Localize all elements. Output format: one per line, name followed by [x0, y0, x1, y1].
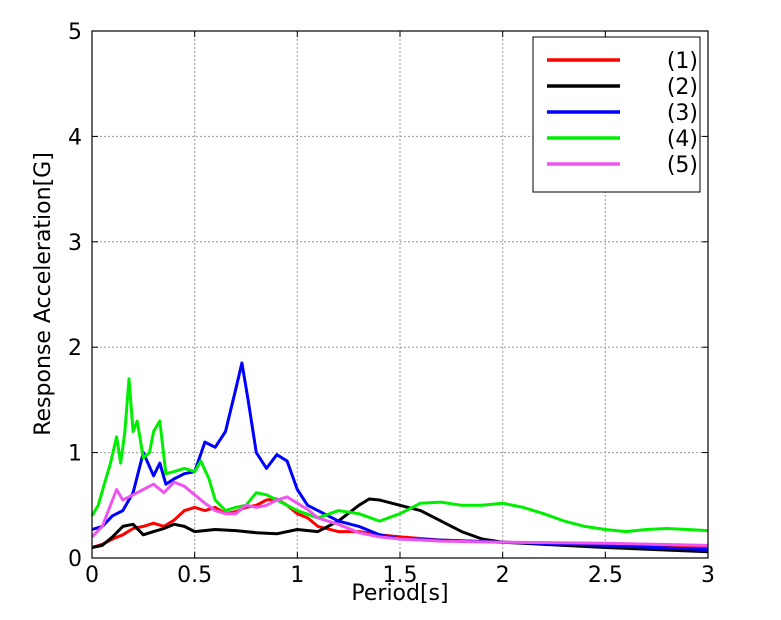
y-tick-label: 3 [68, 231, 82, 256]
series-line-4 [90, 377, 709, 534]
series-line-3 [91, 361, 709, 552]
x-tick-label: 0.5 [177, 563, 212, 588]
x-tick-label: 2 [496, 563, 510, 588]
y-tick-labels: 0 1 2 3 4 5 [68, 20, 82, 572]
x-tick-label: 3 [701, 563, 715, 588]
legend-label-1: (1) [667, 49, 698, 74]
x-tick-label: 1 [290, 563, 304, 588]
y-tick-label: 5 [68, 20, 82, 45]
y-tick-label: 0 [68, 547, 82, 572]
axis-ticks [91, 30, 709, 559]
y-axis-title: Response Acceleration[G] [31, 152, 56, 436]
x-tick-labels: 0 0.5 1 1.5 2 2.5 3 [85, 563, 715, 588]
legend-label-2: (2) [667, 75, 698, 100]
y-tick-label: 1 [68, 442, 82, 467]
legend-box [532, 36, 701, 193]
series-line-2 [91, 497, 709, 554]
legend-label-3: (3) [667, 101, 698, 126]
x-tick-label: 1.5 [383, 563, 418, 588]
x-axis-title: Period[s] [351, 581, 448, 606]
series-line-5 [90, 480, 709, 547]
y-tick-label: 4 [68, 125, 82, 150]
x-tick-label: 0 [85, 563, 99, 588]
y-tick-label: 2 [68, 336, 82, 361]
legend-label-5: (5) [667, 153, 698, 178]
legend: (1)(2)(3)(4)(5) [532, 36, 701, 193]
legend-label-4: (4) [667, 127, 698, 152]
series-lines [90, 361, 709, 554]
x-tick-label: 2.5 [588, 563, 623, 588]
